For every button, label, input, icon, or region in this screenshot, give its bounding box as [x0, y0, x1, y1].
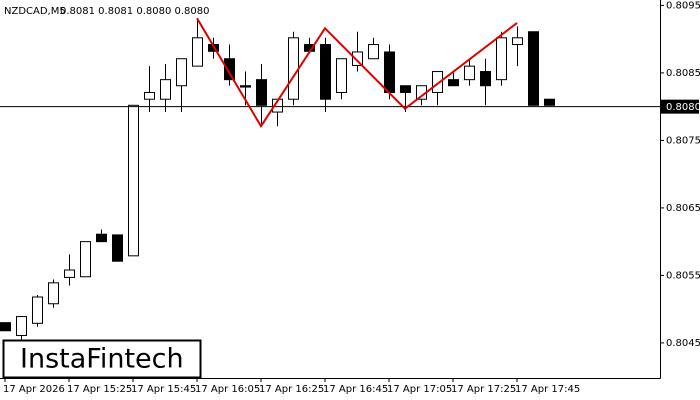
x-tick-label: 17 Apr 16:25	[259, 384, 324, 395]
y-tick-label: 0.8045	[666, 338, 700, 349]
y-tick-label: 0.8095	[666, 0, 700, 11]
candle-body	[336, 58, 347, 93]
x-tick-label: 17 Apr 15:45	[131, 384, 196, 395]
y-tick-label: 0.8065	[666, 203, 700, 214]
candle-body	[32, 296, 43, 324]
candle-body	[144, 91, 155, 100]
x-tick-label: 17 Apr 17:05	[387, 384, 452, 395]
current-price-box	[661, 99, 699, 114]
candle-body	[432, 71, 443, 93]
chart-subtitle: 0.8081 0.8081 0.8080 0.8080	[60, 6, 210, 17]
candle-body	[128, 104, 139, 257]
candle-body	[48, 282, 59, 305]
candle-body	[240, 85, 251, 88]
y-tick-label: 0.8075	[666, 135, 700, 146]
candle-body	[320, 44, 331, 100]
candle-body	[0, 322, 11, 332]
candle-body	[256, 79, 267, 106]
candle-body	[16, 316, 27, 336]
y-tick-label: 0.8055	[666, 270, 700, 281]
x-tick-label: 17 Apr 16:45	[323, 384, 388, 395]
logo-text: InstaFintech	[20, 344, 184, 375]
candle-body	[368, 44, 379, 60]
candle-body	[400, 85, 411, 93]
candle-body	[384, 51, 395, 93]
candle-body	[176, 58, 187, 87]
chart-title: NZDCAD,M5	[4, 6, 66, 17]
x-tick-label: 17 Apr 17:25	[451, 384, 516, 395]
candle-body	[448, 79, 459, 87]
candle-body	[496, 37, 507, 81]
x-tick-label: 17 Apr 2026	[3, 384, 65, 395]
x-tick-label: 17 Apr 15:25	[67, 384, 132, 395]
x-tick-label: 17 Apr 17:45	[515, 384, 580, 395]
candle-body	[528, 31, 539, 106]
candle-body	[192, 37, 203, 67]
candle-body	[112, 234, 123, 262]
candle-body	[544, 98, 555, 106]
candle-body	[224, 58, 235, 81]
candle-body	[64, 269, 75, 278]
logo-box	[2, 339, 202, 379]
candle-body	[96, 233, 107, 243]
candle-body	[80, 241, 91, 278]
candle-body	[480, 71, 491, 87]
current-price-label: 0.8080	[666, 102, 700, 113]
candle-body	[512, 37, 523, 46]
pattern-line	[196, 17, 518, 129]
candle-body	[288, 37, 299, 100]
x-tick-label: 17 Apr 16:05	[195, 384, 260, 395]
candle-body	[160, 79, 171, 100]
candle-body	[464, 65, 475, 81]
candle-body	[352, 51, 363, 66]
y-tick-label: 0.8085	[666, 68, 700, 79]
